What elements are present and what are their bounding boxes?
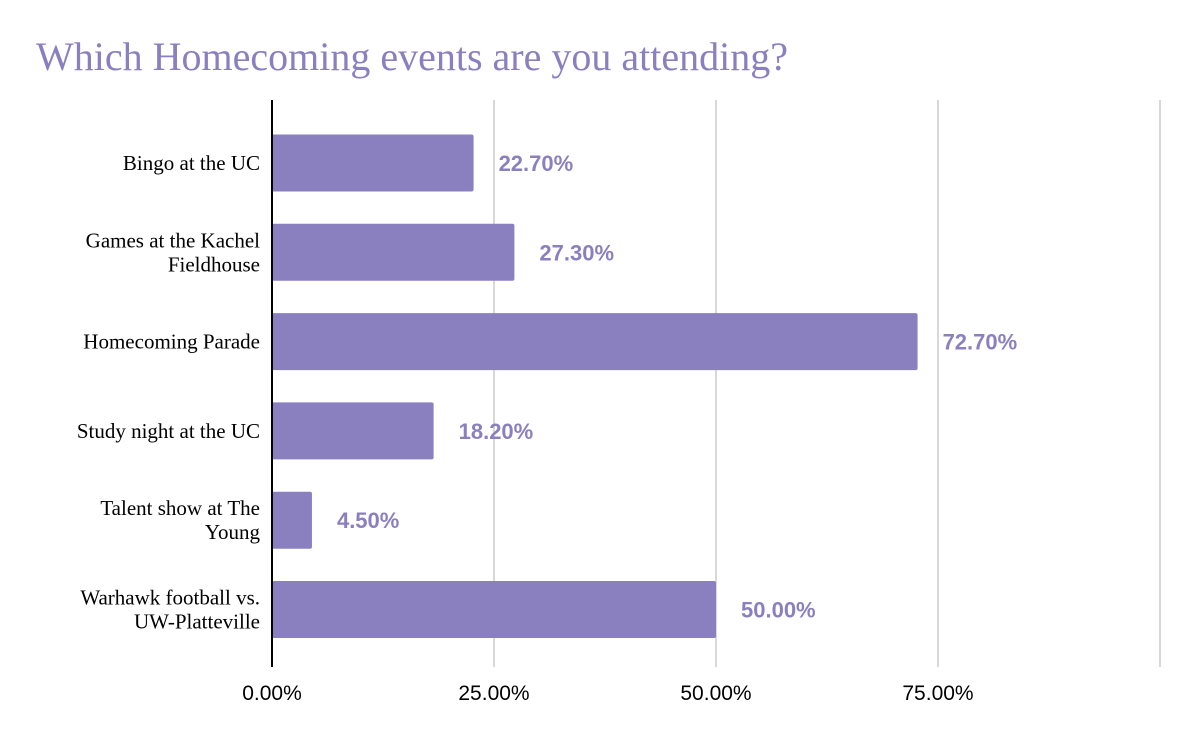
category-label: Talent show at The Young <box>100 496 260 544</box>
category-label: Games at the Kachel Fieldhouse <box>86 228 261 276</box>
data-label: 22.70% <box>499 151 574 176</box>
category-label: Warhawk football vs. UW-Platteville <box>80 586 260 634</box>
bar <box>272 581 716 638</box>
bar <box>272 402 434 460</box>
bars <box>272 134 918 638</box>
bar <box>272 134 474 192</box>
data-label: 4.50% <box>337 508 399 533</box>
bar <box>272 491 312 549</box>
bar <box>272 313 918 371</box>
category-label: Homecoming Parade <box>83 330 260 354</box>
data-label: 27.30% <box>539 240 614 265</box>
gridlines <box>493 100 1161 667</box>
x-tick-label: 25.00% <box>458 682 529 705</box>
x-tick-label: 50.00% <box>680 682 751 705</box>
category-label: Bingo at the UC <box>123 151 260 175</box>
data-label: 72.70% <box>943 330 1018 355</box>
x-tick-label: 75.00% <box>902 682 973 705</box>
category-label: Study night at the UC <box>77 419 260 443</box>
data-label: 18.20% <box>459 419 534 444</box>
chart-title: Which Homecoming events are you attendin… <box>36 34 788 79</box>
bar <box>272 223 515 281</box>
labels: 0.00% 25.00% 50.00% 75.00% 22.70% Bingo at th… <box>77 151 1017 705</box>
x-tick-label: 0.00% <box>242 682 302 705</box>
data-label: 50.00% <box>741 598 816 623</box>
